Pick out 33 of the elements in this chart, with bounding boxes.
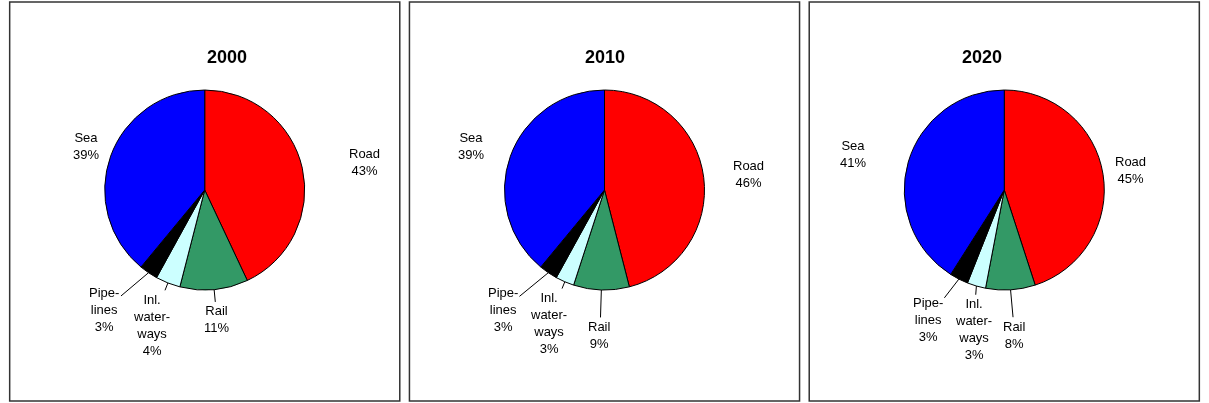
slice-label: Inl. water- ways — [530, 290, 568, 339]
data-label: 9% — [589, 335, 610, 351]
slice-label: Rail — [1003, 319, 1026, 334]
data-label: 8% — [1004, 335, 1025, 351]
data-label: 39% — [73, 146, 100, 162]
slice-label: Inl. water- ways — [133, 292, 171, 341]
slice-label: Road — [349, 146, 381, 161]
slice-label: Pipe- lines — [913, 295, 944, 327]
chart-title: 2020 — [962, 47, 1003, 67]
slice-label: Rail — [205, 303, 228, 318]
data-label: 41% — [840, 154, 867, 170]
chart-title: 2010 — [585, 47, 626, 67]
data-label: 46% — [735, 174, 762, 190]
data-label: 3% — [539, 340, 559, 356]
data-label: 43% — [351, 162, 378, 178]
slice-label: Inl. water- ways — [955, 296, 993, 345]
data-label: 11% — [204, 319, 230, 335]
data-label: 39% — [458, 146, 485, 162]
slice-label: Sea — [74, 130, 99, 145]
data-label: 45% — [1117, 170, 1144, 186]
data-label: 3% — [918, 328, 939, 344]
slice-label: Pipe- lines — [488, 285, 519, 317]
data-label: 3% — [94, 318, 115, 334]
slice-label: Rail — [588, 319, 611, 334]
slice-label: Sea — [459, 130, 484, 145]
slice-label: Sea — [841, 138, 866, 153]
chart-title: 2000 — [207, 47, 248, 67]
slice-label: Pipe- lines — [89, 285, 120, 317]
data-label: 3% — [964, 346, 984, 362]
slice-label: Road — [1115, 154, 1147, 169]
slice-label: Road — [733, 158, 765, 173]
data-label: 3% — [493, 318, 514, 334]
data-label: 4% — [142, 342, 162, 358]
